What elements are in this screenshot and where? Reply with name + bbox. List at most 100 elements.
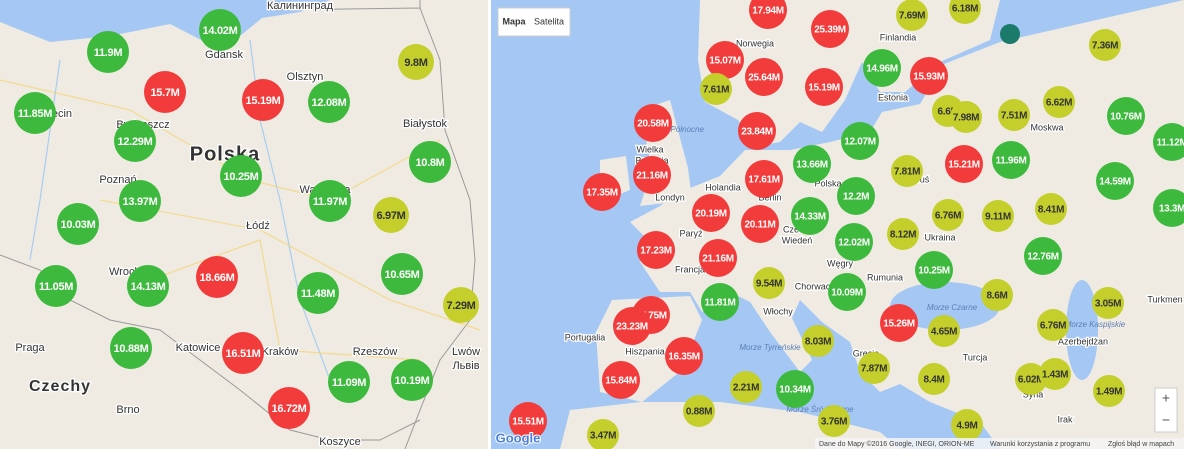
marker[interactable] [144, 71, 186, 113]
marker[interactable] [891, 155, 923, 187]
marker[interactable] [308, 81, 350, 123]
marker[interactable] [841, 122, 879, 160]
marker[interactable] [749, 0, 787, 29]
marker[interactable] [114, 120, 156, 162]
marker[interactable] [982, 200, 1014, 232]
marker[interactable] [1092, 287, 1124, 319]
marker[interactable] [1039, 358, 1071, 390]
marker[interactable] [683, 395, 715, 427]
marker[interactable] [776, 370, 814, 408]
marker[interactable] [706, 41, 744, 79]
marker[interactable] [753, 267, 785, 299]
marker[interactable] [745, 58, 783, 96]
marker[interactable] [699, 239, 737, 277]
marker-label: 6.76M [1040, 321, 1066, 332]
marker[interactable] [509, 402, 547, 440]
marker[interactable] [242, 79, 284, 121]
marker[interactable] [633, 156, 671, 194]
marker[interactable] [1093, 375, 1125, 407]
marker[interactable] [802, 325, 834, 357]
marker[interactable] [1024, 237, 1062, 275]
marker[interactable] [1096, 162, 1134, 200]
marker[interactable] [297, 272, 339, 314]
marker[interactable] [837, 177, 875, 215]
marker[interactable] [398, 44, 434, 80]
marker[interactable] [119, 180, 161, 222]
marker[interactable] [309, 180, 351, 222]
marker[interactable] [381, 253, 423, 295]
marker[interactable] [1153, 123, 1184, 161]
marker[interactable] [613, 307, 651, 345]
marker[interactable] [199, 9, 241, 51]
marker[interactable] [1107, 97, 1145, 135]
marker[interactable] [828, 273, 866, 311]
marker[interactable] [328, 361, 370, 403]
place-label: Katowice [176, 342, 221, 354]
marker[interactable] [1015, 363, 1047, 395]
terms-link[interactable]: Warunki korzystania z programu [990, 441, 1090, 448]
marker[interactable] [700, 73, 732, 105]
marker[interactable] [791, 197, 829, 235]
marker[interactable] [858, 352, 890, 384]
marker[interactable] [998, 99, 1030, 131]
zoom-out[interactable]: − [1162, 412, 1170, 428]
marker[interactable] [587, 419, 619, 449]
marker[interactable] [268, 387, 310, 429]
marker[interactable] [637, 231, 675, 269]
marker[interactable] [741, 205, 779, 243]
marker[interactable] [1089, 29, 1121, 61]
marker[interactable] [634, 104, 672, 142]
marker[interactable] [730, 371, 762, 403]
marker[interactable] [811, 10, 849, 48]
marker[interactable] [863, 49, 901, 87]
satellite-button[interactable]: Satelita [534, 16, 564, 26]
marker[interactable] [57, 203, 99, 245]
marker[interactable] [222, 332, 264, 374]
marker[interactable] [818, 405, 850, 437]
marker[interactable] [87, 31, 129, 73]
marker[interactable] [373, 197, 409, 233]
marker[interactable] [880, 304, 918, 342]
report-link[interactable]: Zgłoś błąd w mapach [1108, 441, 1174, 448]
marker-label: 23.84M [741, 127, 773, 138]
marker[interactable] [692, 194, 730, 232]
marker[interactable] [196, 256, 238, 298]
marker[interactable] [409, 141, 451, 183]
marker[interactable] [945, 145, 983, 183]
marker[interactable] [835, 223, 873, 261]
marker[interactable] [583, 173, 621, 211]
marker[interactable] [950, 101, 982, 133]
marker[interactable] [805, 68, 843, 106]
marker[interactable] [443, 287, 479, 323]
marker[interactable] [896, 0, 928, 31]
marker[interactable] [1037, 309, 1069, 341]
marker-label: 10.65M [385, 269, 420, 281]
map-button[interactable]: Mapa [502, 16, 526, 26]
marker[interactable] [665, 337, 703, 375]
zoom-in[interactable]: + [1162, 390, 1170, 406]
marker[interactable] [915, 251, 953, 289]
marker[interactable] [951, 409, 983, 441]
marker[interactable] [992, 141, 1030, 179]
marker[interactable] [127, 265, 169, 307]
marker[interactable] [14, 92, 56, 134]
marker[interactable] [1043, 86, 1075, 118]
marker[interactable] [981, 279, 1013, 311]
marker[interactable] [35, 265, 77, 307]
marker[interactable] [220, 155, 262, 197]
marker[interactable] [793, 145, 831, 183]
marker[interactable] [1035, 193, 1067, 225]
marker[interactable] [932, 199, 964, 231]
marker[interactable] [928, 315, 960, 347]
marker[interactable] [887, 218, 919, 250]
marker[interactable] [910, 57, 948, 95]
marker[interactable] [1153, 189, 1184, 227]
marker[interactable] [918, 363, 950, 395]
marker[interactable] [949, 0, 981, 24]
marker[interactable] [391, 359, 433, 401]
marker[interactable] [701, 283, 739, 321]
marker[interactable] [738, 112, 776, 150]
marker[interactable] [110, 327, 152, 369]
marker[interactable] [602, 361, 640, 399]
marker[interactable] [745, 160, 783, 198]
